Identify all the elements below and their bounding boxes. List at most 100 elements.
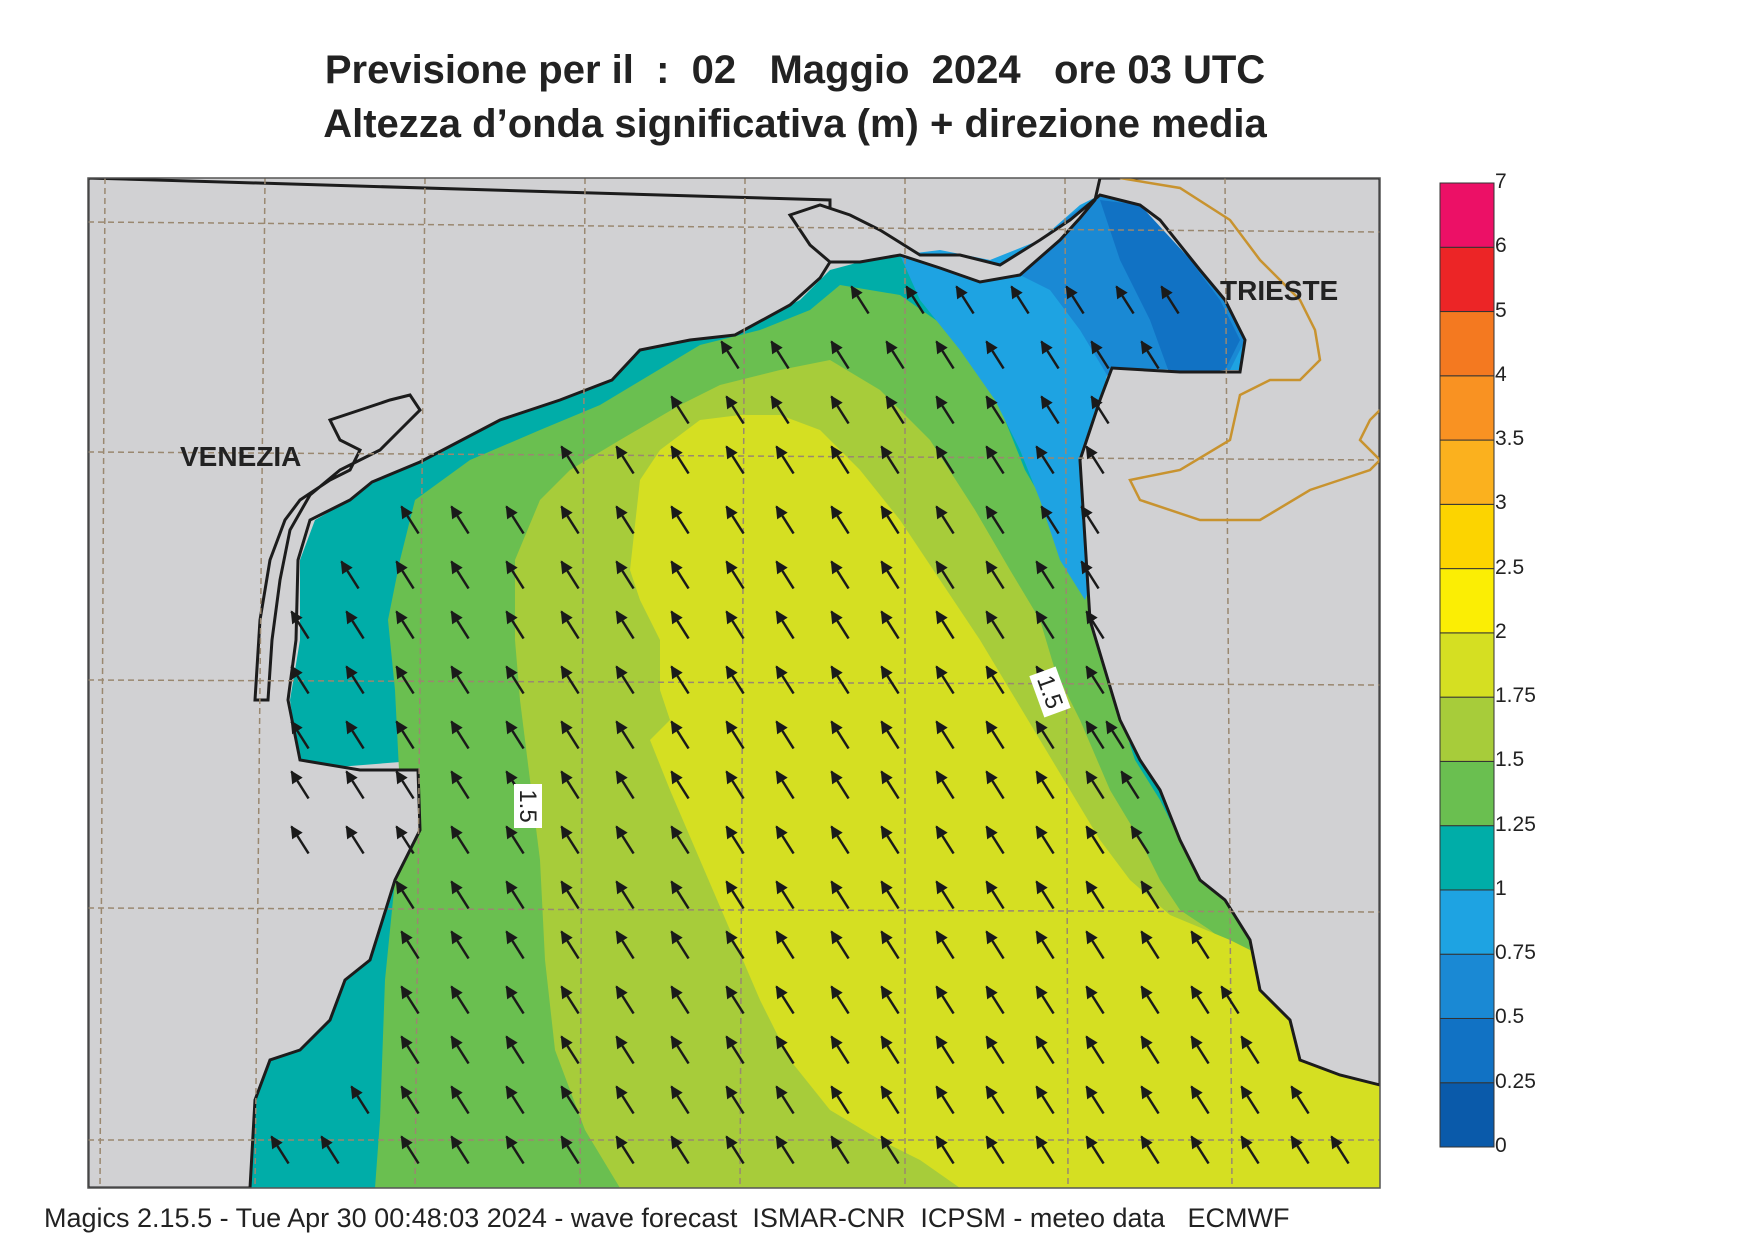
direction-arrow: [290, 825, 310, 855]
direction-arrow: [1010, 285, 1030, 315]
direction-arrow: [830, 395, 850, 425]
color-scale-swatch: [1439, 632, 1495, 698]
direction-arrow: [450, 505, 470, 535]
direction-arrow: [830, 445, 850, 475]
color-scale-swatch: [1439, 825, 1495, 891]
direction-arrow: [1190, 1085, 1210, 1115]
direction-arrow: [770, 340, 790, 370]
direction-arrow: [1080, 560, 1100, 590]
direction-arrow: [1085, 1085, 1105, 1115]
direction-arrow: [880, 825, 900, 855]
color-scale-tick-label: 6: [1495, 234, 1507, 258]
venice-lagoon: [253, 393, 422, 702]
direction-arrow: [505, 880, 525, 910]
direction-arrow: [1085, 665, 1105, 695]
direction-arrow: [395, 720, 415, 750]
direction-arrow: [615, 930, 635, 960]
direction-arrow: [450, 985, 470, 1015]
direction-arrow: [830, 1135, 850, 1165]
direction-arrow: [290, 610, 310, 640]
color-scale-swatch: [1439, 760, 1495, 827]
direction-arrow: [935, 1035, 955, 1065]
direction-arrow: [725, 610, 745, 640]
direction-arrow: [1065, 285, 1085, 315]
direction-arrow: [725, 825, 745, 855]
city-label-trieste: TRIESTE: [1220, 275, 1338, 306]
direction-arrow: [830, 985, 850, 1015]
direction-arrow: [985, 880, 1005, 910]
direction-arrow: [1240, 1135, 1260, 1165]
direction-arrow: [935, 1135, 955, 1165]
direction-arrow: [1190, 930, 1210, 960]
direction-arrow: [560, 1135, 580, 1165]
direction-arrow: [615, 770, 635, 800]
direction-arrow: [450, 560, 470, 590]
direction-arrow: [775, 1135, 795, 1165]
direction-arrow: [1035, 610, 1055, 640]
color-scale-swatch: [1439, 1017, 1495, 1084]
direction-arrow: [505, 1035, 525, 1065]
direction-arrow: [830, 505, 850, 535]
direction-arrow: [1190, 1035, 1210, 1065]
direction-arrow: [1040, 340, 1060, 370]
direction-arrow: [725, 930, 745, 960]
direction-arrow: [1105, 720, 1125, 750]
direction-arrow: [775, 825, 795, 855]
direction-arrow: [1035, 560, 1055, 590]
color-scale-tick-label: 7: [1495, 170, 1507, 193]
direction-arrow: [850, 285, 870, 315]
direction-arrow: [1085, 1135, 1105, 1165]
direction-arrow: [615, 505, 635, 535]
direction-arrow: [935, 1085, 955, 1115]
direction-arrow: [1140, 880, 1160, 910]
direction-arrow: [885, 395, 905, 425]
direction-arrow: [505, 930, 525, 960]
direction-arrow: [725, 505, 745, 535]
direction-arrow: [985, 505, 1005, 535]
direction-arrow: [1085, 770, 1105, 800]
direction-arrow: [670, 1085, 690, 1115]
direction-arrow: [1130, 825, 1150, 855]
direction-arrow: [775, 560, 795, 590]
direction-arrow: [775, 505, 795, 535]
direction-arrow: [1240, 1035, 1260, 1065]
direction-arrow: [1140, 985, 1160, 1015]
direction-arrow: [320, 1135, 340, 1165]
direction-arrow: [1035, 1085, 1055, 1115]
direction-arrow: [880, 930, 900, 960]
direction-arrow: [615, 560, 635, 590]
color-scale-tick-label: 1: [1495, 876, 1507, 900]
direction-arrow: [830, 770, 850, 800]
direction-arrow: [830, 665, 850, 695]
direction-arrow: [985, 825, 1005, 855]
color-scale-tick-label: 3: [1495, 491, 1507, 515]
direction-arrow: [450, 880, 470, 910]
color-scale-swatch: [1439, 568, 1495, 634]
direction-arrow: [830, 720, 850, 750]
direction-arrow: [775, 445, 795, 475]
contour-label-text: 1.5: [514, 789, 541, 822]
direction-arrow: [290, 720, 310, 750]
direction-arrow: [270, 1135, 290, 1165]
direction-arrow: [1035, 985, 1055, 1015]
direction-arrow: [615, 665, 635, 695]
direction-arrow: [935, 445, 955, 475]
direction-arrow: [775, 1035, 795, 1065]
direction-arrow: [1035, 1035, 1055, 1065]
direction-arrow: [985, 395, 1005, 425]
direction-arrow: [775, 720, 795, 750]
direction-arrow: [560, 665, 580, 695]
direction-arrow: [725, 560, 745, 590]
direction-arrow: [670, 825, 690, 855]
direction-arrow: [670, 1035, 690, 1065]
color-scale-swatch: [1439, 182, 1495, 248]
direction-arrow: [560, 610, 580, 640]
direction-arrow: [450, 1035, 470, 1065]
direction-arrow: [880, 560, 900, 590]
direction-arrow: [955, 285, 975, 315]
color-scale-tick-label: 3.5: [1495, 427, 1525, 451]
direction-arrow: [450, 770, 470, 800]
direction-arrow: [560, 1085, 580, 1115]
color-scale-swatch: [1439, 246, 1495, 313]
